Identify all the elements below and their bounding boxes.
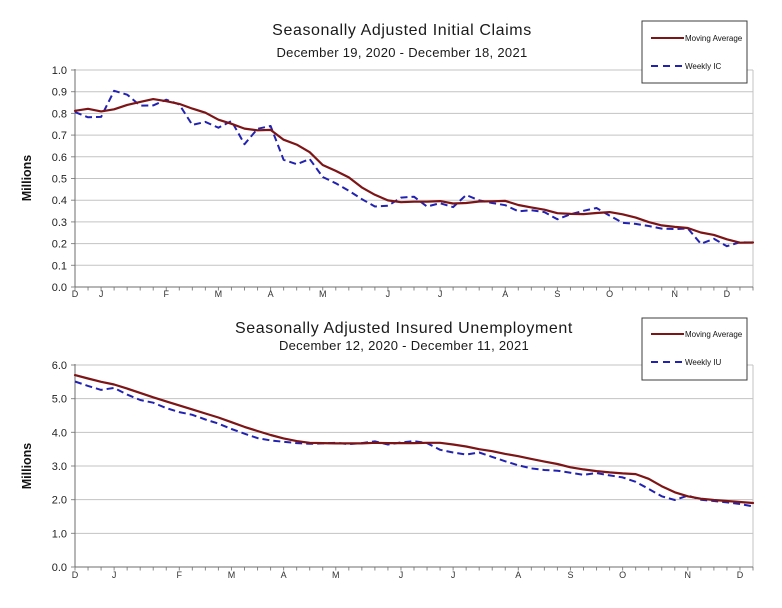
y-tick-label: 3.0 (52, 461, 67, 473)
insured-unemployment-y-axis-label: Millions (20, 443, 34, 490)
y-tick-label: 0.0 (52, 282, 67, 294)
x-month-label: M (332, 570, 340, 580)
x-month-label: J (386, 289, 391, 299)
initial-claims-legend: Moving Average Weekly IC (641, 20, 748, 84)
x-month-label: O (606, 289, 613, 299)
y-tick-label: 0.5 (52, 174, 67, 186)
x-month-label: A (281, 570, 287, 580)
x-month-label: A (515, 570, 521, 580)
weekly-series-line (74, 380, 754, 508)
y-tick-label: 1.0 (52, 65, 67, 77)
x-month-label: M (215, 289, 223, 299)
x-month-label: A (268, 289, 274, 299)
legend-box (641, 20, 748, 84)
moving-average-legend-label: Moving Average (685, 330, 743, 339)
x-month-label: O (619, 570, 626, 580)
x-month-label: D (724, 289, 731, 299)
x-month-label: N (685, 570, 692, 580)
y-tick-label: 0.9 (52, 87, 67, 99)
y-tick-label: 0.8 (52, 108, 67, 120)
initial-claims-y-axis-label: Millions (20, 155, 34, 202)
insured-unemployment-title: Seasonally Adjusted Insured Unemployment (235, 320, 573, 337)
insured-unemployment-plot-area: 6.0 5.0 4.0 3.0 2.0 1.0 0.0 D J F M A M J J A S O N D (52, 360, 755, 580)
x-month-label: D (737, 570, 744, 580)
x-month-label: J (99, 289, 104, 299)
y-tick-label: 4.0 (52, 427, 67, 439)
x-month-label: J (399, 570, 404, 580)
y-tick-label: 0.1 (52, 260, 67, 272)
x-month-label: F (164, 289, 170, 299)
y-tick-label: 1.0 (52, 528, 67, 540)
x-month-label: A (502, 289, 508, 299)
y-tick-label: 0.4 (52, 195, 67, 207)
x-month-label: J (451, 570, 456, 580)
weekly-series-line (74, 89, 754, 248)
moving-average-series-line (73, 373, 755, 505)
weekly-ic-legend-label: Weekly IC (685, 62, 722, 71)
initial-claims-chart: Seasonally Adjusted Initial Claims Decem… (20, 20, 755, 299)
x-month-label: N (672, 289, 679, 299)
x-month-label: S (554, 289, 560, 299)
legend-box (641, 317, 748, 381)
initial-claims-subtitle: December 19, 2020 - December 18, 2021 (276, 45, 527, 60)
y-tick-label: 0.3 (52, 217, 67, 229)
insured-unemployment-legend: Moving Average Weekly IU (641, 317, 748, 381)
insured-unemployment-subtitle: December 12, 2020 - December 11, 2021 (279, 338, 529, 353)
y-tick-label: 0.0 (52, 562, 67, 574)
x-month-label: M (228, 570, 236, 580)
moving-average-series-line (73, 97, 755, 244)
initial-claims-title: Seasonally Adjusted Initial Claims (272, 22, 532, 39)
x-month-label: J (112, 570, 117, 580)
initial-claims-plot-area: 1.0 0.9 0.8 0.7 0.6 0.5 0.4 0.3 0.2 0.1 0.0 D J F M A M J… (52, 65, 755, 299)
y-tick-label: 0.6 (52, 152, 67, 164)
x-month-label: S (567, 570, 573, 580)
weekly-iu-legend-label: Weekly IU (685, 358, 722, 367)
x-month-label: J (438, 289, 443, 299)
moving-average-legend-label: Moving Average (685, 34, 743, 43)
x-month-label: F (177, 570, 183, 580)
x-month-label: D (72, 289, 79, 299)
y-tick-label: 2.0 (52, 495, 67, 507)
y-tick-label: 0.7 (52, 130, 67, 142)
y-tick-label: 0.2 (52, 239, 67, 251)
x-month-label: D (72, 570, 79, 580)
y-tick-label: 5.0 (52, 394, 67, 406)
insured-unemployment-chart: Seasonally Adjusted Insured Unemployment… (20, 317, 755, 580)
y-tick-label: 6.0 (52, 360, 67, 372)
x-month-label: M (319, 289, 327, 299)
